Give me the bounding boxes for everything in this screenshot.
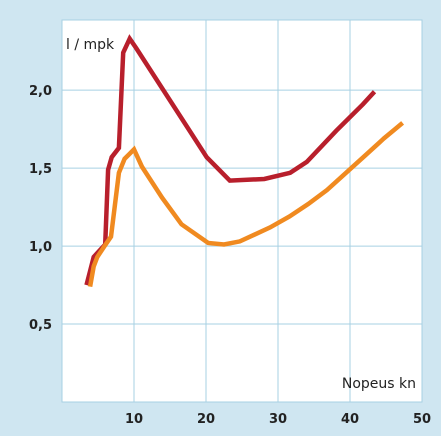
series-line-2 (87, 121, 405, 287)
x-tick-label: 10 (125, 412, 143, 427)
x-tick-label: 20 (197, 412, 215, 427)
y-axis-title: l / mpk (66, 37, 115, 53)
y-tick-label: 0,5 (29, 318, 52, 333)
y-tick-label: 2,0 (29, 84, 52, 99)
x-tick-label: 50 (413, 412, 431, 427)
series-lines (84, 34, 405, 287)
y-tick-label: 1,5 (29, 162, 52, 177)
x-axis-title: Nopeus kn (342, 376, 416, 392)
x-tick-label: 30 (269, 412, 287, 427)
tick-labels: 10 20 30 40 50 0,5 1,0 1,5 2,0 (29, 84, 431, 427)
y-tick-label: 1,0 (29, 240, 52, 255)
x-tick-label: 40 (341, 412, 359, 427)
grid-lines (62, 20, 423, 402)
